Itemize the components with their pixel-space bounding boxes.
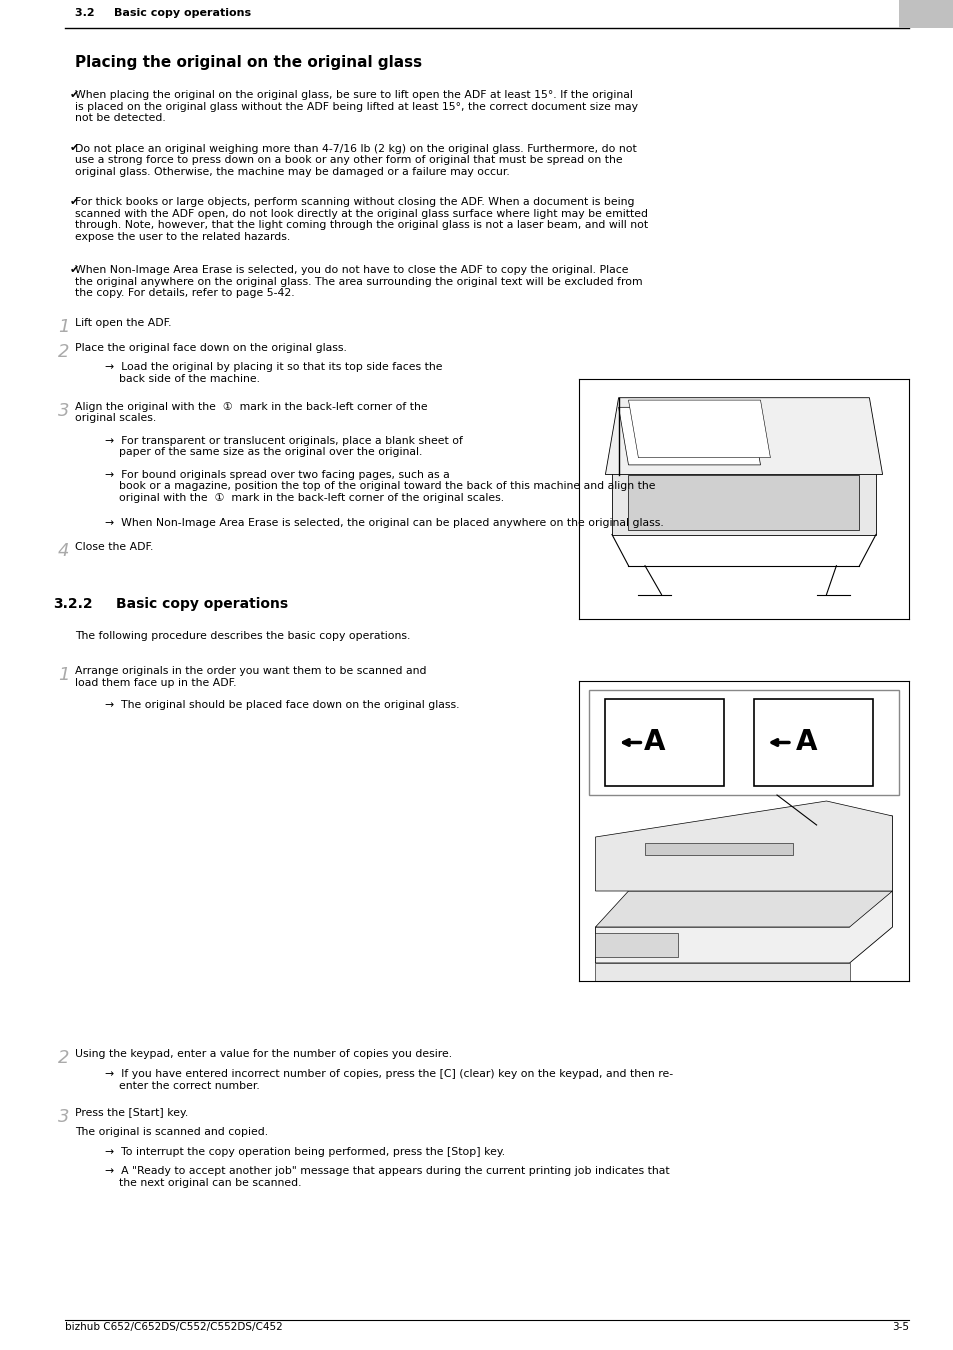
Text: bizhub C652/C652DS/C552/C552DS/C452: bizhub C652/C652DS/C552/C552DS/C452	[65, 1322, 282, 1332]
Text: Placing the original on the original glass: Placing the original on the original gla…	[75, 55, 421, 70]
Polygon shape	[605, 398, 882, 474]
Text: For thick books or large objects, perform scanning without closing the ADF. When: For thick books or large objects, perfor…	[75, 197, 647, 242]
Polygon shape	[595, 963, 849, 981]
Text: 3.2     Basic copy operations: 3.2 Basic copy operations	[75, 8, 251, 18]
Text: 3: 3	[58, 1108, 70, 1126]
Text: 2: 2	[58, 1049, 70, 1068]
Polygon shape	[628, 400, 770, 458]
Text: The following procedure describes the basic copy operations.: The following procedure describes the ba…	[75, 632, 410, 641]
Bar	[644, 842, 793, 855]
Text: When placing the original on the original glass, be sure to lift open the ADF at: When placing the original on the origina…	[75, 90, 638, 123]
Text: A: A	[643, 729, 665, 756]
Polygon shape	[595, 801, 892, 891]
Text: Align the original with the  ①  mark in the back-left corner of the
original sca: Align the original with the ① mark in th…	[75, 401, 427, 423]
Bar	[753, 699, 872, 786]
Text: Lift open the ADF.: Lift open the ADF.	[75, 319, 172, 328]
Text: Place the original face down on the original glass.: Place the original face down on the orig…	[75, 343, 347, 352]
Text: 1: 1	[58, 319, 70, 336]
Text: Basic copy operations: Basic copy operations	[116, 597, 288, 612]
Text: A: A	[795, 729, 817, 756]
Bar	[595, 933, 678, 957]
Text: →  When Non-Image Area Erase is selected, the original can be placed anywhere on: → When Non-Image Area Erase is selected,…	[105, 518, 663, 528]
Text: Do not place an original weighing more than 4-7/16 lb (2 kg) on the original gla: Do not place an original weighing more t…	[75, 143, 636, 177]
Bar	[605, 699, 723, 786]
Text: 1: 1	[58, 666, 70, 684]
FancyArrow shape	[694, 409, 743, 420]
Text: The original is scanned and copied.: The original is scanned and copied.	[75, 1127, 268, 1138]
Polygon shape	[612, 470, 875, 535]
Polygon shape	[618, 408, 760, 464]
Text: ✔: ✔	[70, 197, 79, 207]
Text: 3: 3	[918, 4, 933, 24]
Text: →  For transparent or translucent originals, place a blank sheet of
    paper of: → For transparent or translucent origina…	[105, 436, 462, 458]
Text: 2: 2	[58, 343, 70, 360]
Polygon shape	[595, 891, 892, 927]
Bar	[588, 690, 898, 795]
Text: Press the [Start] key.: Press the [Start] key.	[75, 1108, 188, 1118]
Polygon shape	[628, 474, 859, 529]
Text: →  To interrupt the copy operation being performed, press the [Stop] key.: → To interrupt the copy operation being …	[105, 1148, 504, 1157]
Text: Close the ADF.: Close the ADF.	[75, 543, 153, 552]
Text: 4: 4	[58, 543, 70, 560]
Text: 3: 3	[58, 401, 70, 420]
Polygon shape	[595, 815, 892, 963]
Text: ✔: ✔	[70, 143, 79, 154]
Text: →  A "Ready to accept another job" message that appears during the current print: → A "Ready to accept another job" messag…	[105, 1166, 669, 1188]
Text: →  Load the original by placing it so that its top side faces the
    back side : → Load the original by placing it so tha…	[105, 363, 442, 385]
Text: ✔: ✔	[70, 90, 79, 100]
Text: Arrange originals in the order you want them to be scanned and
load them face up: Arrange originals in the order you want …	[75, 666, 426, 687]
Text: →  If you have entered incorrect number of copies, press the [C] (clear) key on : → If you have entered incorrect number o…	[105, 1069, 673, 1091]
Text: 3-5: 3-5	[891, 1322, 908, 1332]
Text: When Non-Image Area Erase is selected, you do not have to close the ADF to copy : When Non-Image Area Erase is selected, y…	[75, 265, 642, 298]
Text: →  The original should be placed face down on the original glass.: → The original should be placed face dow…	[105, 701, 459, 710]
Text: ✔: ✔	[70, 265, 79, 275]
Text: Using the keypad, enter a value for the number of copies you desire.: Using the keypad, enter a value for the …	[75, 1049, 452, 1060]
Text: 3.2.2: 3.2.2	[53, 597, 92, 612]
Text: →  For bound originals spread over two facing pages, such as a
    book or a mag: → For bound originals spread over two fa…	[105, 470, 655, 502]
